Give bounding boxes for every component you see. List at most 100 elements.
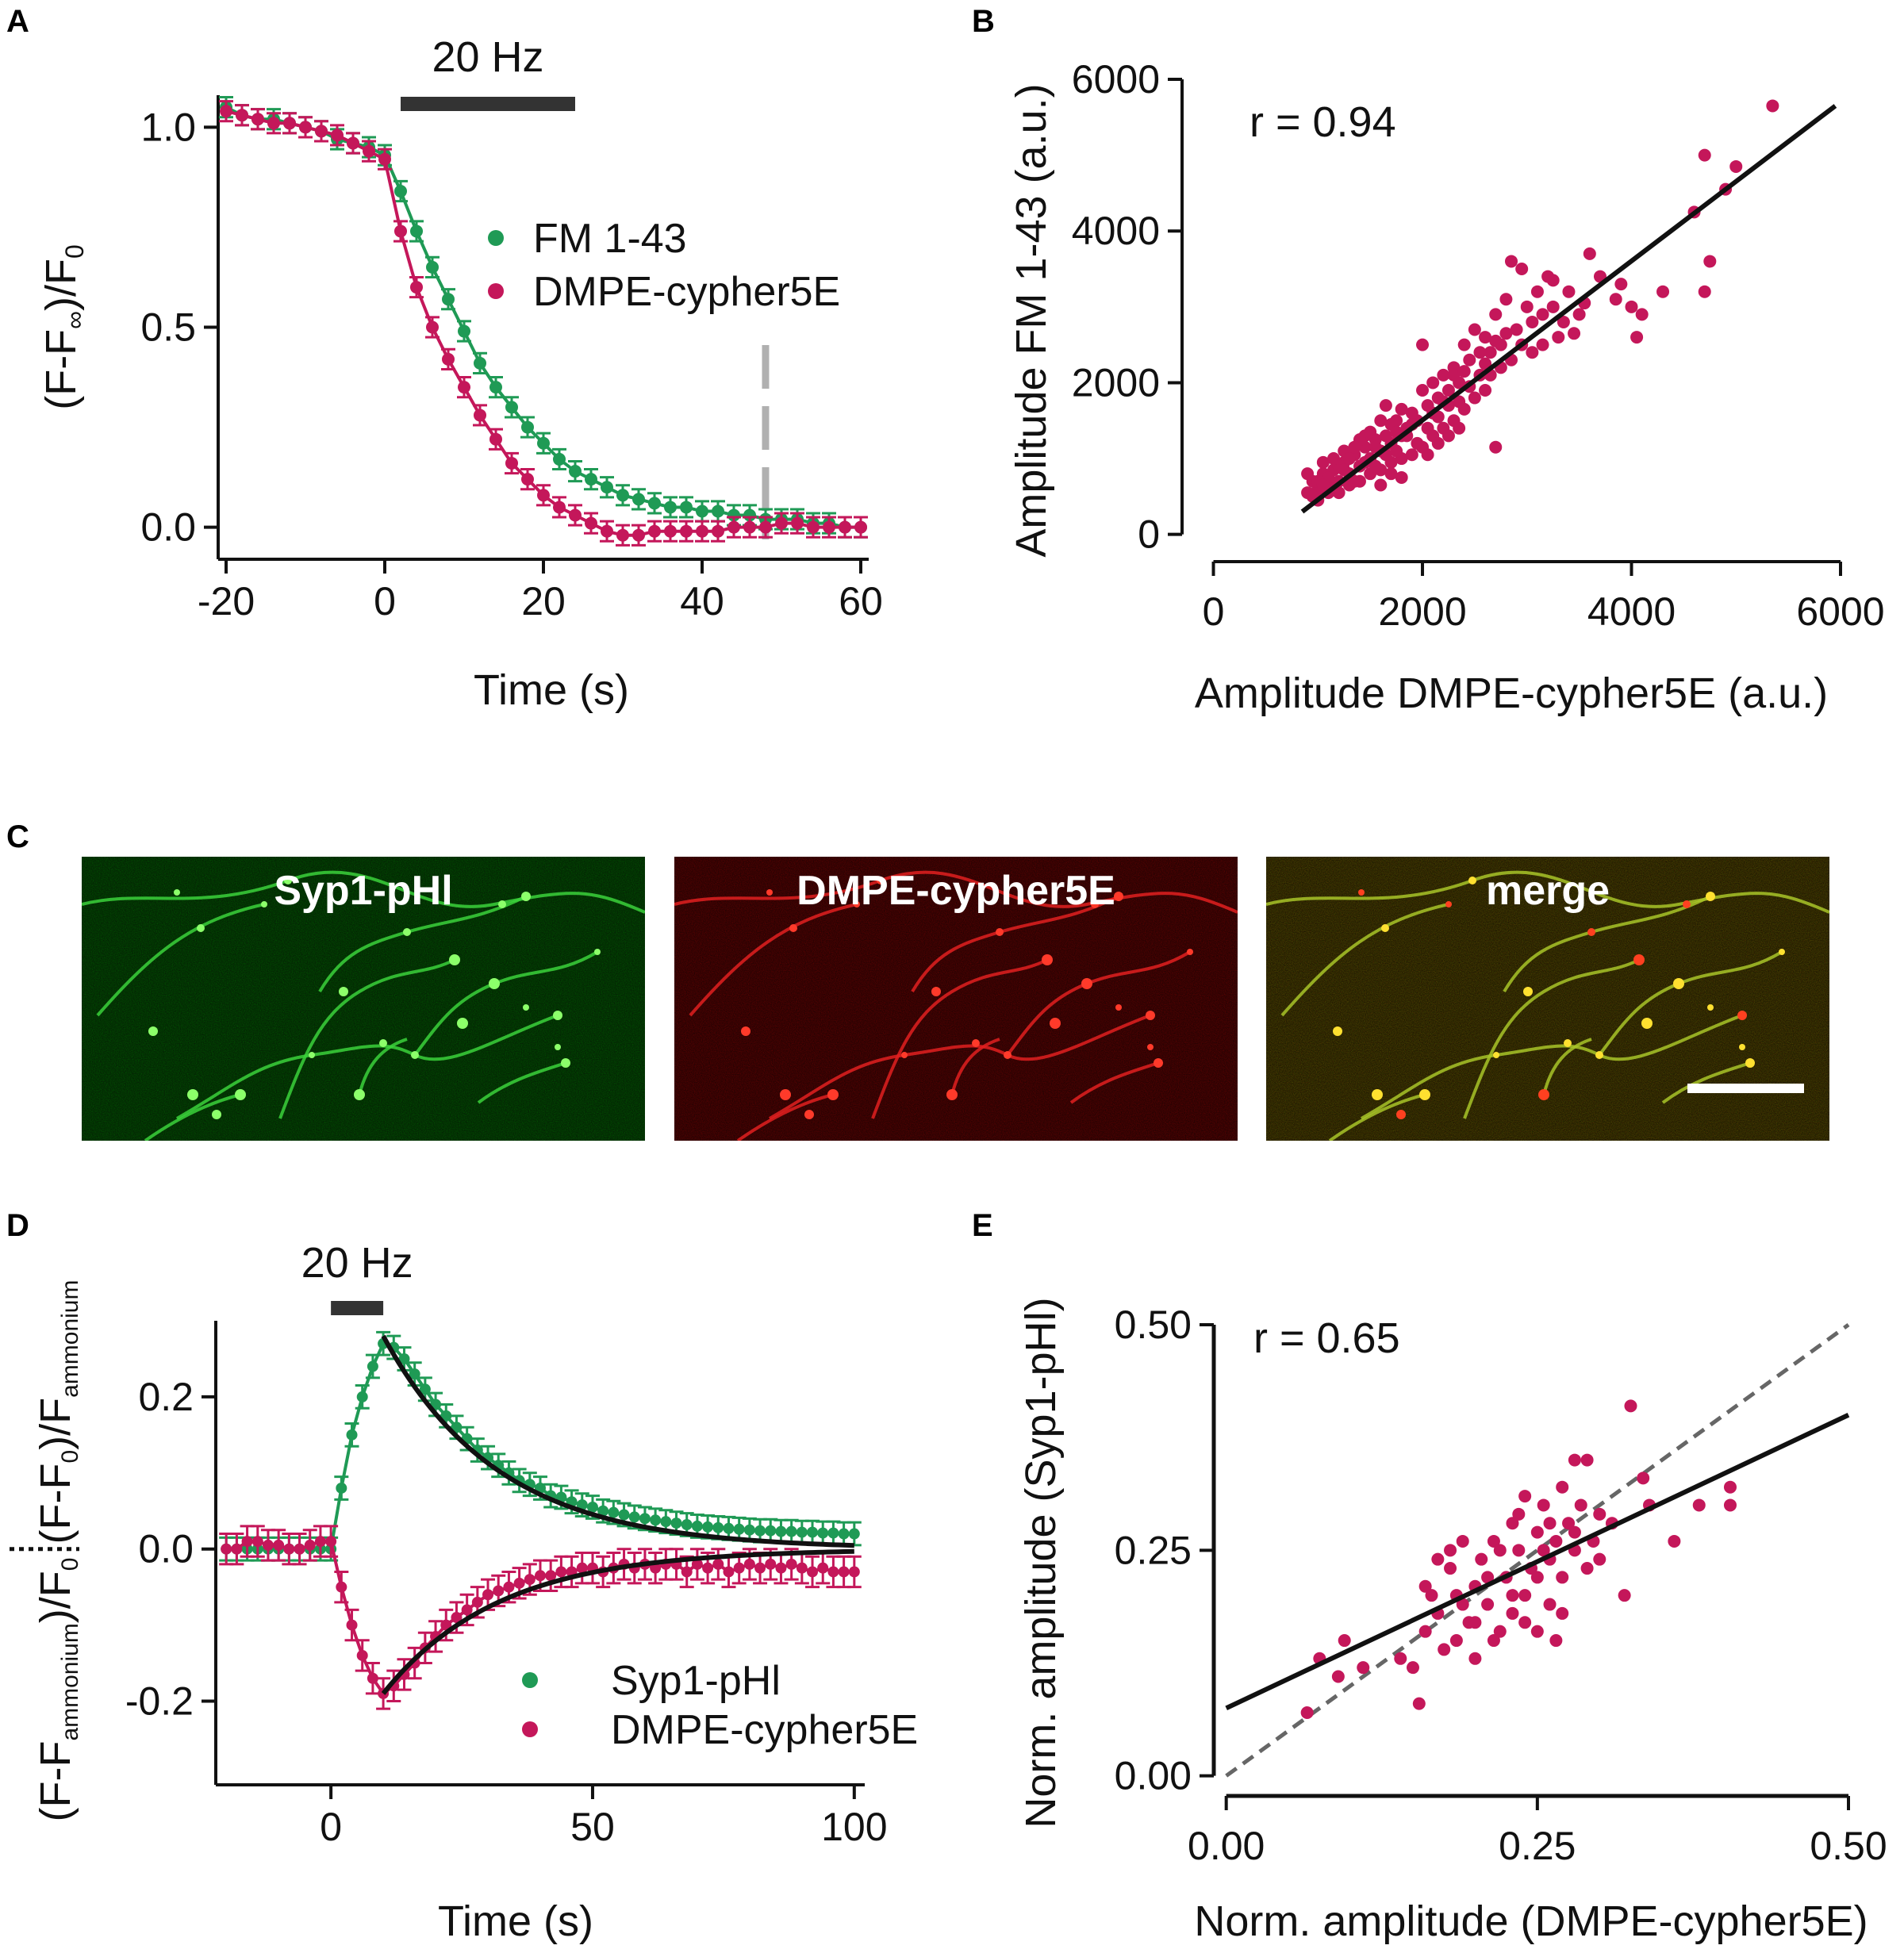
bouton-spot bbox=[1154, 1058, 1163, 1068]
scatter-point bbox=[1656, 285, 1670, 298]
series-syp1phl-point bbox=[796, 1526, 808, 1538]
scatter-point bbox=[1405, 448, 1418, 462]
bouton-spot bbox=[1147, 1044, 1154, 1050]
micrograph-1: Syp1-pHl bbox=[82, 857, 645, 1141]
panel-label-b: B bbox=[972, 4, 995, 39]
series-syp1phl-point bbox=[848, 1528, 860, 1540]
micrograph-content bbox=[674, 870, 1238, 1141]
series-syp1phl-point bbox=[775, 1525, 787, 1537]
x-tick-label: 0 bbox=[374, 579, 396, 624]
scatter-point bbox=[1580, 1453, 1594, 1467]
series-dmpe-point bbox=[545, 1570, 557, 1582]
scatter-point bbox=[1526, 346, 1539, 359]
series-dmpe-point bbox=[759, 520, 772, 534]
scatter-point bbox=[1499, 327, 1513, 340]
scatter-point bbox=[1418, 1625, 1432, 1638]
scatter-point bbox=[1630, 331, 1644, 344]
scatter-point bbox=[1379, 429, 1392, 443]
scatter-point bbox=[1473, 346, 1487, 359]
series-syp1phl-point bbox=[681, 1519, 693, 1531]
series-dmpe-point bbox=[367, 1672, 378, 1684]
scatter-point bbox=[1530, 1525, 1544, 1539]
scatter-point bbox=[1331, 1670, 1345, 1683]
bouton-spot bbox=[996, 928, 1004, 936]
panel-label-a: A bbox=[6, 4, 29, 39]
bouton-spot bbox=[1358, 889, 1365, 896]
bouton-spot bbox=[553, 1011, 562, 1020]
x-tick-label: 2000 bbox=[1378, 589, 1466, 634]
legend-marker bbox=[522, 1672, 538, 1688]
scatter-point bbox=[1456, 1534, 1469, 1548]
scatter-point bbox=[1530, 285, 1544, 298]
series-fm143-point bbox=[521, 420, 534, 434]
bouton-spot bbox=[197, 924, 205, 932]
bouton-spot bbox=[1493, 1052, 1499, 1058]
series-syp1phl-point bbox=[807, 1526, 819, 1538]
micrograph-label: DMPE-cypher5E bbox=[797, 868, 1115, 914]
neurite-process bbox=[1069, 1061, 1159, 1104]
y-tick-label: 0.0 bbox=[138, 1527, 194, 1571]
scatter-point bbox=[1549, 1534, 1563, 1548]
scatter-point bbox=[1766, 99, 1779, 113]
bouton-spot bbox=[561, 1058, 570, 1068]
scatter-point bbox=[1416, 338, 1430, 351]
series-dmpe-point bbox=[569, 508, 582, 522]
scatter-point bbox=[1552, 331, 1565, 344]
bouton-spot bbox=[212, 1110, 221, 1119]
y-axis-label-part: ammonium bbox=[57, 1280, 83, 1398]
series-syp1phl-point bbox=[650, 1514, 662, 1526]
y-axis-label-part: ammonium bbox=[57, 1623, 83, 1740]
bouton-spot bbox=[901, 1052, 908, 1058]
bouton-spot bbox=[1706, 892, 1715, 901]
series-dmpe-point bbox=[807, 1566, 819, 1578]
panel-label-c: C bbox=[6, 819, 29, 854]
scatter-point bbox=[1395, 402, 1408, 416]
stimulus-bar bbox=[401, 97, 575, 111]
scatter-point bbox=[1405, 406, 1418, 420]
y-tick-label: 0.25 bbox=[1115, 1528, 1192, 1572]
neurite-process bbox=[82, 870, 645, 914]
y-tick-label: -0.2 bbox=[125, 1679, 194, 1724]
series-dmpe-point bbox=[299, 121, 312, 134]
bouton-spot bbox=[1445, 901, 1452, 907]
series-dmpe-point bbox=[585, 516, 597, 530]
scatter-point bbox=[1580, 1562, 1594, 1575]
bouton-spot bbox=[1538, 1089, 1549, 1100]
series-dmpe-point bbox=[696, 524, 708, 538]
scatter-point bbox=[1506, 1517, 1519, 1530]
scatter-point bbox=[1593, 1552, 1606, 1566]
series-fm143-point bbox=[410, 224, 423, 238]
series-syp1phl-point bbox=[346, 1429, 358, 1441]
scatter-point bbox=[1536, 338, 1549, 351]
series-fm143-point bbox=[680, 501, 693, 514]
scatter-point bbox=[1543, 1517, 1557, 1530]
series-dmpe-point bbox=[839, 520, 851, 534]
legend-label: FM 1-43 bbox=[533, 216, 687, 262]
scatter-point bbox=[1342, 452, 1356, 466]
series-syp1phl-point bbox=[838, 1528, 850, 1540]
series-syp1phl-point bbox=[409, 1368, 420, 1380]
series-dmpe-point bbox=[817, 1562, 829, 1574]
series-dmpe-point bbox=[513, 1577, 525, 1589]
x-axis-label: Amplitude DMPE-cypher5E (a.u.) bbox=[1195, 670, 1828, 717]
series-dmpe-point bbox=[712, 524, 724, 538]
scatter-point bbox=[1441, 429, 1455, 443]
exponential-fit-syp1phl bbox=[381, 1334, 854, 1548]
series-fm143-point bbox=[442, 293, 455, 306]
series-syp1phl-point bbox=[451, 1422, 463, 1433]
y-tick-label: 0.5 bbox=[140, 305, 196, 350]
series-dmpe-point bbox=[394, 224, 407, 238]
bouton-spot bbox=[1633, 954, 1645, 965]
series-syp1phl-point bbox=[817, 1527, 829, 1539]
bouton-spot bbox=[1050, 1018, 1061, 1029]
bouton-spot bbox=[523, 1004, 529, 1011]
series-dmpe-point bbox=[702, 1562, 714, 1574]
bouton-spot bbox=[766, 889, 773, 896]
series-fm143-line bbox=[225, 106, 861, 529]
scatter-point bbox=[1475, 1552, 1488, 1566]
series-dmpe-point bbox=[827, 1566, 839, 1578]
bouton-spot bbox=[1595, 1051, 1603, 1059]
panel-d-chart: 0 50 100 -0.2 0.0 0.2 20 Hz Syp1-pHlDMPE-cypher… bbox=[10, 1239, 918, 1945]
bouton-spot bbox=[284, 877, 292, 884]
series-dmpe-point bbox=[807, 520, 820, 534]
